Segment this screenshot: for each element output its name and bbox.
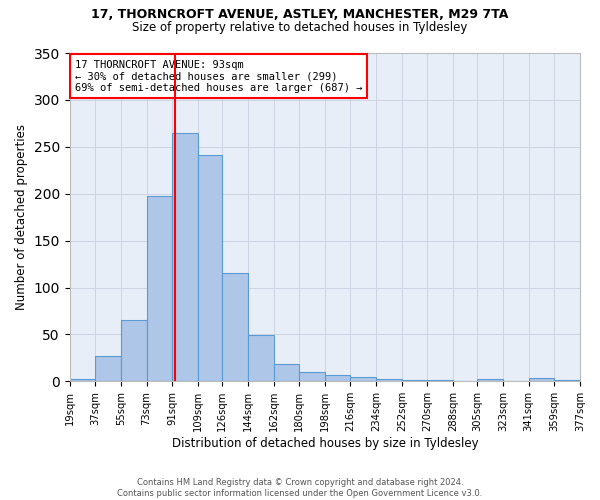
Y-axis label: Number of detached properties: Number of detached properties	[15, 124, 28, 310]
Bar	[146, 196, 172, 382]
Bar	[121, 320, 146, 382]
Bar	[376, 380, 402, 382]
Bar	[70, 380, 95, 382]
Bar	[95, 356, 121, 382]
Bar	[427, 380, 453, 382]
Text: 17, THORNCROFT AVENUE, ASTLEY, MANCHESTER, M29 7TA: 17, THORNCROFT AVENUE, ASTLEY, MANCHESTE…	[91, 8, 509, 20]
Bar	[325, 375, 350, 382]
Bar	[274, 364, 299, 382]
Bar	[222, 274, 248, 382]
Bar	[402, 380, 427, 382]
Bar	[478, 378, 503, 382]
Text: 17 THORNCROFT AVENUE: 93sqm
← 30% of detached houses are smaller (299)
69% of se: 17 THORNCROFT AVENUE: 93sqm ← 30% of det…	[75, 60, 362, 93]
Bar	[299, 372, 325, 382]
X-axis label: Distribution of detached houses by size in Tyldesley: Distribution of detached houses by size …	[172, 437, 478, 450]
Bar	[554, 380, 580, 382]
Bar	[529, 378, 554, 382]
Bar	[248, 336, 274, 382]
Bar	[198, 156, 222, 382]
Bar	[350, 376, 376, 382]
Text: Contains HM Land Registry data © Crown copyright and database right 2024.
Contai: Contains HM Land Registry data © Crown c…	[118, 478, 482, 498]
Bar	[172, 132, 198, 382]
Text: Size of property relative to detached houses in Tyldesley: Size of property relative to detached ho…	[133, 21, 467, 34]
